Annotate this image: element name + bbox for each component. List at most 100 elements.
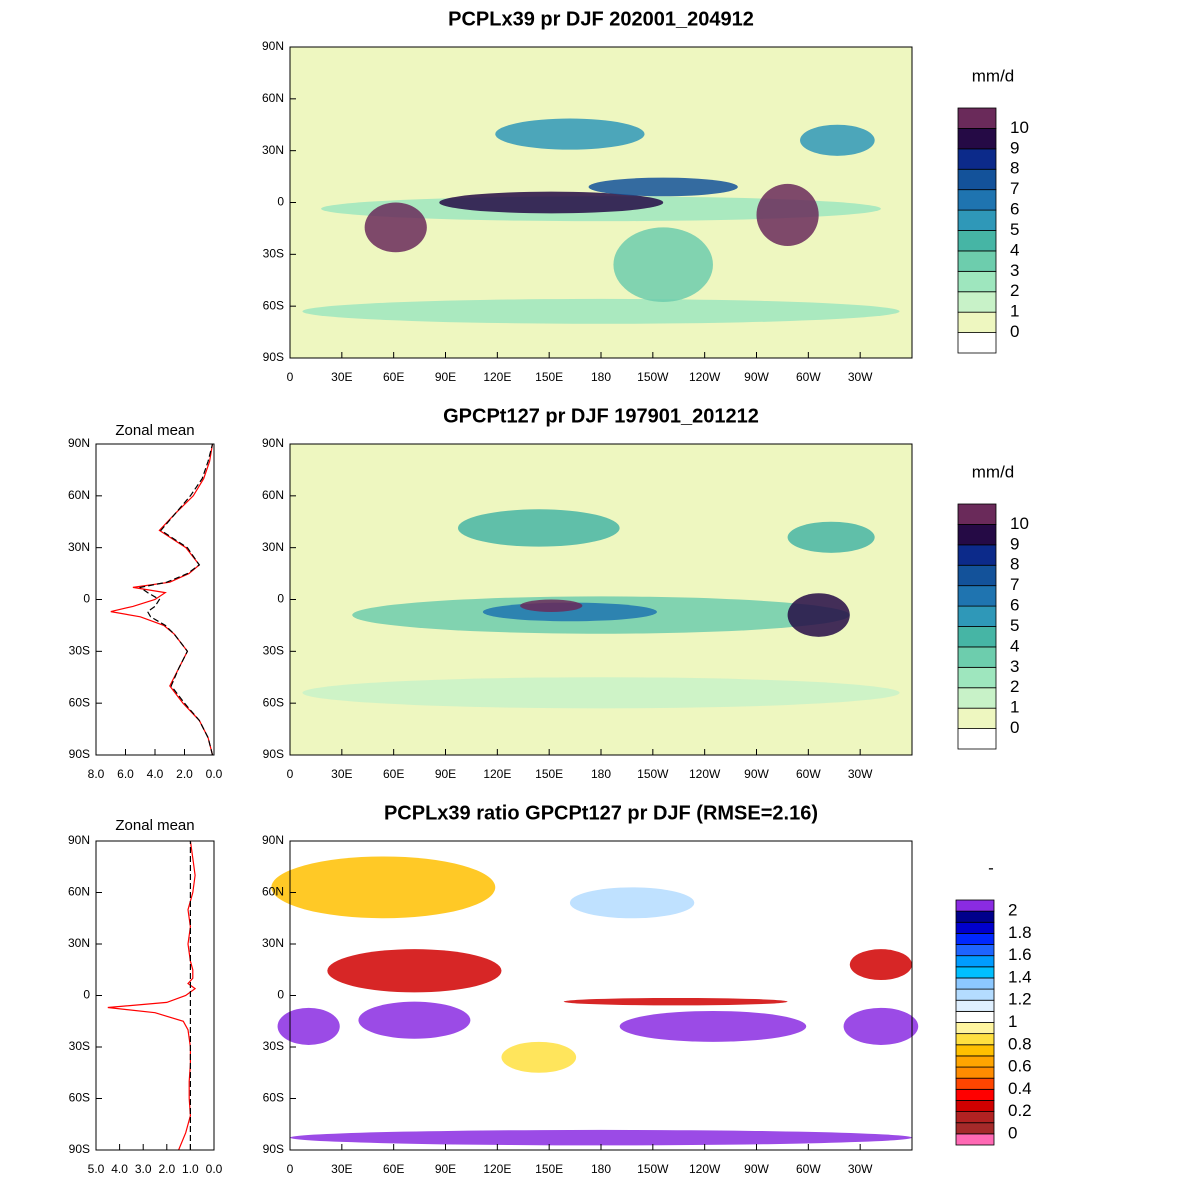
colorbar-box — [955, 955, 995, 968]
y-tick-label: 30S — [263, 1039, 284, 1053]
colorbar-label: 0.6 — [1008, 1057, 1032, 1076]
y-tick-label: 60S — [263, 298, 284, 312]
y-tick-label: 30S — [69, 1039, 90, 1053]
y-tick-label: 90N — [262, 39, 284, 53]
field-pattern — [520, 599, 583, 612]
field-pattern — [800, 124, 875, 156]
colorbar-box — [955, 1077, 995, 1090]
x-tick-label: 30W — [848, 1162, 873, 1176]
y-tick-label: 90S — [263, 747, 284, 761]
colorbar-title: - — [988, 858, 994, 877]
colorbar-box — [955, 1055, 995, 1068]
y-tick-label: 90S — [69, 747, 90, 761]
colorbar-box — [957, 605, 997, 627]
colorbar-label: 4 — [1010, 636, 1019, 655]
colorbar-box — [955, 1033, 995, 1046]
profile-line — [138, 443, 214, 756]
colorbar-box — [957, 209, 997, 231]
y-tick-label: 0 — [277, 592, 284, 606]
x-tick-label: 0 — [287, 370, 294, 384]
y-tick-label: 30N — [68, 540, 90, 554]
y-tick-label: 60S — [263, 695, 284, 709]
colorbar-title: mm/d — [972, 66, 1015, 85]
colorbar-label: 8 — [1010, 555, 1019, 574]
y-tick-label: 60N — [262, 91, 284, 105]
colorbar-label: 1 — [1008, 1012, 1017, 1031]
colorbar-box — [957, 107, 997, 129]
colorbar-box — [957, 707, 997, 729]
colorbar-label: 2 — [1010, 281, 1019, 300]
y-tick-label: 60N — [68, 488, 90, 502]
colorbar-box — [957, 230, 997, 252]
x-tick-label: 6.0 — [117, 767, 134, 781]
x-tick-label: 150E — [535, 370, 563, 384]
y-tick-label: 90S — [69, 1142, 90, 1156]
field-pattern — [588, 177, 738, 197]
colorbar-box — [957, 250, 997, 272]
colorbar-box — [957, 544, 997, 566]
colorbar-box — [957, 128, 997, 150]
x-tick-label: 150W — [637, 1162, 669, 1176]
field-pattern — [787, 593, 850, 637]
colorbar-box — [957, 168, 997, 191]
colorbar-box — [957, 666, 997, 689]
panel-title: Zonal mean — [115, 817, 194, 834]
colorbar-box — [955, 966, 995, 979]
colorbar-label: 0 — [1008, 1123, 1017, 1142]
colorbar-label: 1.2 — [1008, 990, 1032, 1009]
y-tick-label: 90S — [263, 350, 284, 364]
colorbar-label: 0.8 — [1008, 1034, 1032, 1053]
x-tick-label: 60W — [796, 370, 821, 384]
colorbar-label: 1.4 — [1008, 967, 1032, 986]
field-pattern — [302, 677, 900, 709]
colorbar-box — [957, 503, 997, 525]
panel-title: Zonal mean — [115, 422, 194, 439]
x-tick-label: 0.0 — [206, 767, 223, 781]
colorbar-label: 4 — [1010, 240, 1019, 259]
colorbar-label: 9 — [1010, 534, 1019, 553]
x-tick-label: 150W — [637, 370, 669, 384]
x-tick-label: 180 — [591, 370, 611, 384]
x-tick-label: 90E — [435, 767, 456, 781]
colorbar-label: 3 — [1010, 261, 1019, 280]
field-pattern — [439, 191, 664, 214]
colorbar-label: 0.4 — [1008, 1079, 1032, 1098]
y-tick-label: 90N — [262, 436, 284, 450]
x-tick-label: 180 — [591, 767, 611, 781]
x-tick-label: 150E — [535, 767, 563, 781]
colorbar-box — [957, 270, 997, 293]
x-tick-label: 120E — [483, 1162, 511, 1176]
colorbar-label: 0 — [1010, 718, 1019, 737]
profile-line — [107, 840, 197, 1151]
x-tick-label: 60W — [796, 767, 821, 781]
field-pattern — [787, 521, 875, 553]
colorbar-label: 1 — [1010, 302, 1019, 321]
x-tick-label: 150W — [637, 767, 669, 781]
colorbar-box — [955, 1111, 995, 1124]
x-tick-label: 30W — [848, 370, 873, 384]
y-tick-label: 30N — [262, 540, 284, 554]
colorbar-box — [957, 564, 997, 587]
colorbar-box — [957, 585, 997, 607]
x-tick-label: 4.0 — [111, 1162, 128, 1176]
colorbar-box — [957, 332, 997, 354]
field-pattern — [290, 1129, 912, 1146]
colorbar-box — [957, 626, 997, 648]
x-tick-label: 90E — [435, 370, 456, 384]
panel-title: GPCPt127 pr DJF 197901_201212 — [443, 405, 759, 427]
x-tick-label: 90W — [744, 370, 769, 384]
colorbar-box — [957, 311, 997, 333]
x-tick-label: 0.0 — [206, 1162, 223, 1176]
field-pattern — [358, 1001, 471, 1039]
x-tick-label: 60E — [383, 1162, 404, 1176]
y-tick-label: 60S — [69, 1091, 90, 1105]
colorbar-label: 7 — [1010, 179, 1019, 198]
x-tick-label: 120W — [689, 1162, 721, 1176]
field-pattern — [302, 298, 900, 324]
x-tick-label: 30E — [331, 767, 352, 781]
colorbar-label: 0.2 — [1008, 1101, 1032, 1120]
panel-title: PCPLx39 pr DJF 202001_204912 — [448, 8, 754, 30]
x-tick-label: 5.0 — [88, 1162, 105, 1176]
colorbar-box — [957, 291, 997, 313]
